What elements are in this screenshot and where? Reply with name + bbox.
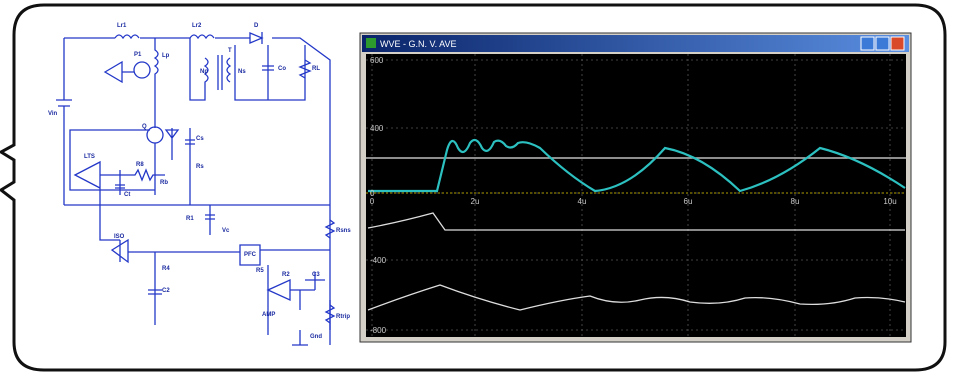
schematic-label: Co <box>278 66 286 72</box>
schematic-label: Lr1 <box>117 23 127 29</box>
schematic-label: AMP <box>262 312 275 318</box>
schematic-label: Rs <box>196 164 204 170</box>
x-label: 2u <box>471 197 480 206</box>
schematic-label: Np <box>200 69 208 75</box>
schematic-label: C3 <box>312 272 320 278</box>
minimize-button[interactable] <box>860 36 875 51</box>
schematic-label: T <box>228 48 232 54</box>
waveform-window: WVE - G.N. V. AVE 600 400 0 -400 -800 0 2u 4u 6u… <box>359 32 912 343</box>
schematic-label: Lp <box>162 53 170 59</box>
x-label: 10u <box>883 197 896 206</box>
schematic-label: P1 <box>134 52 142 58</box>
schematic-label: RL <box>312 66 320 72</box>
schematic-label: R5 <box>256 268 264 274</box>
schematic-label: R1 <box>186 216 194 222</box>
schematic-label: R2 <box>282 272 290 278</box>
x-label: 6u <box>684 197 693 206</box>
white-trace-1 <box>367 212 905 231</box>
y-label: -400 <box>370 256 387 265</box>
x-label: 0 <box>370 197 375 206</box>
x-label: 8u <box>791 197 800 206</box>
schematic-label: Vc <box>222 228 230 234</box>
schematic: Lr1 Lr2 D P1 Lp T Np Ns Co RL Vin LTS R8… <box>48 23 351 346</box>
schematic-label: Cs <box>196 136 204 142</box>
y-label: 400 <box>370 124 384 133</box>
cyan-trace <box>368 138 906 193</box>
title-bar <box>362 35 909 52</box>
y-label: 0 <box>370 189 375 198</box>
schematic-label: Ns <box>238 69 246 75</box>
schematic-label: Vin <box>48 111 58 117</box>
y-label: -800 <box>370 326 387 335</box>
window-title: WVE - G.N. V. AVE <box>380 39 457 49</box>
schematic-label: Rsns <box>336 228 351 234</box>
maximize-button[interactable] <box>875 36 890 51</box>
schematic-label: C2 <box>162 288 170 294</box>
schematic-label: Ct <box>124 192 130 198</box>
schematic-label: LTS <box>84 154 95 160</box>
schematic-label: PFC <box>244 252 257 258</box>
plot-area <box>366 54 906 337</box>
schematic-label: Gnd <box>310 334 322 340</box>
schematic-label: D <box>254 23 259 29</box>
y-label: 600 <box>370 56 384 65</box>
schematic-label: ISO <box>114 234 125 240</box>
schematic-label: Rb <box>160 180 168 186</box>
white-trace-2 <box>367 284 906 311</box>
schematic-label: Rtrip <box>336 314 350 320</box>
schematic-label: R8 <box>136 162 144 168</box>
app-icon <box>366 38 376 48</box>
schematic-label: Lr2 <box>192 23 202 29</box>
schematic-label: R4 <box>162 266 170 272</box>
x-label: 4u <box>578 197 587 206</box>
close-button[interactable] <box>890 36 905 51</box>
schematic-label: Q <box>142 124 147 130</box>
